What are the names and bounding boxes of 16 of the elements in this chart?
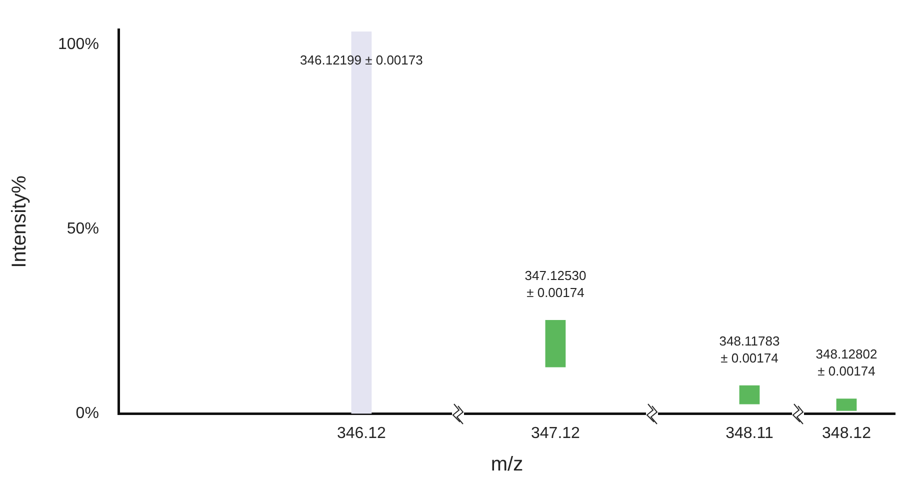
x-tick-label: 348.12 — [822, 424, 872, 442]
bar — [836, 398, 857, 411]
x-tick-label: 348.11 — [726, 424, 774, 442]
y-tick-label: 0% — [76, 405, 99, 422]
x-axis-title: m/z — [490, 454, 524, 476]
y-axis-title: Intensity% — [8, 175, 31, 268]
annotation: 348.12802 ± 0.00174 — [816, 346, 878, 379]
y-tick-label: 50% — [66, 220, 99, 238]
bar — [739, 385, 760, 404]
annotation: 347.12530 ± 0.00174 — [524, 268, 586, 300]
x-tick-label: 347.12 — [530, 424, 580, 442]
y-tick-label: 100% — [58, 36, 99, 53]
annotation: 346.12199 ± 0.00173 — [300, 52, 423, 68]
bar — [545, 320, 566, 368]
x-tick-label: 346.12 — [336, 424, 386, 442]
annotation: 348.11783 ± 0.00174 — [719, 333, 780, 366]
